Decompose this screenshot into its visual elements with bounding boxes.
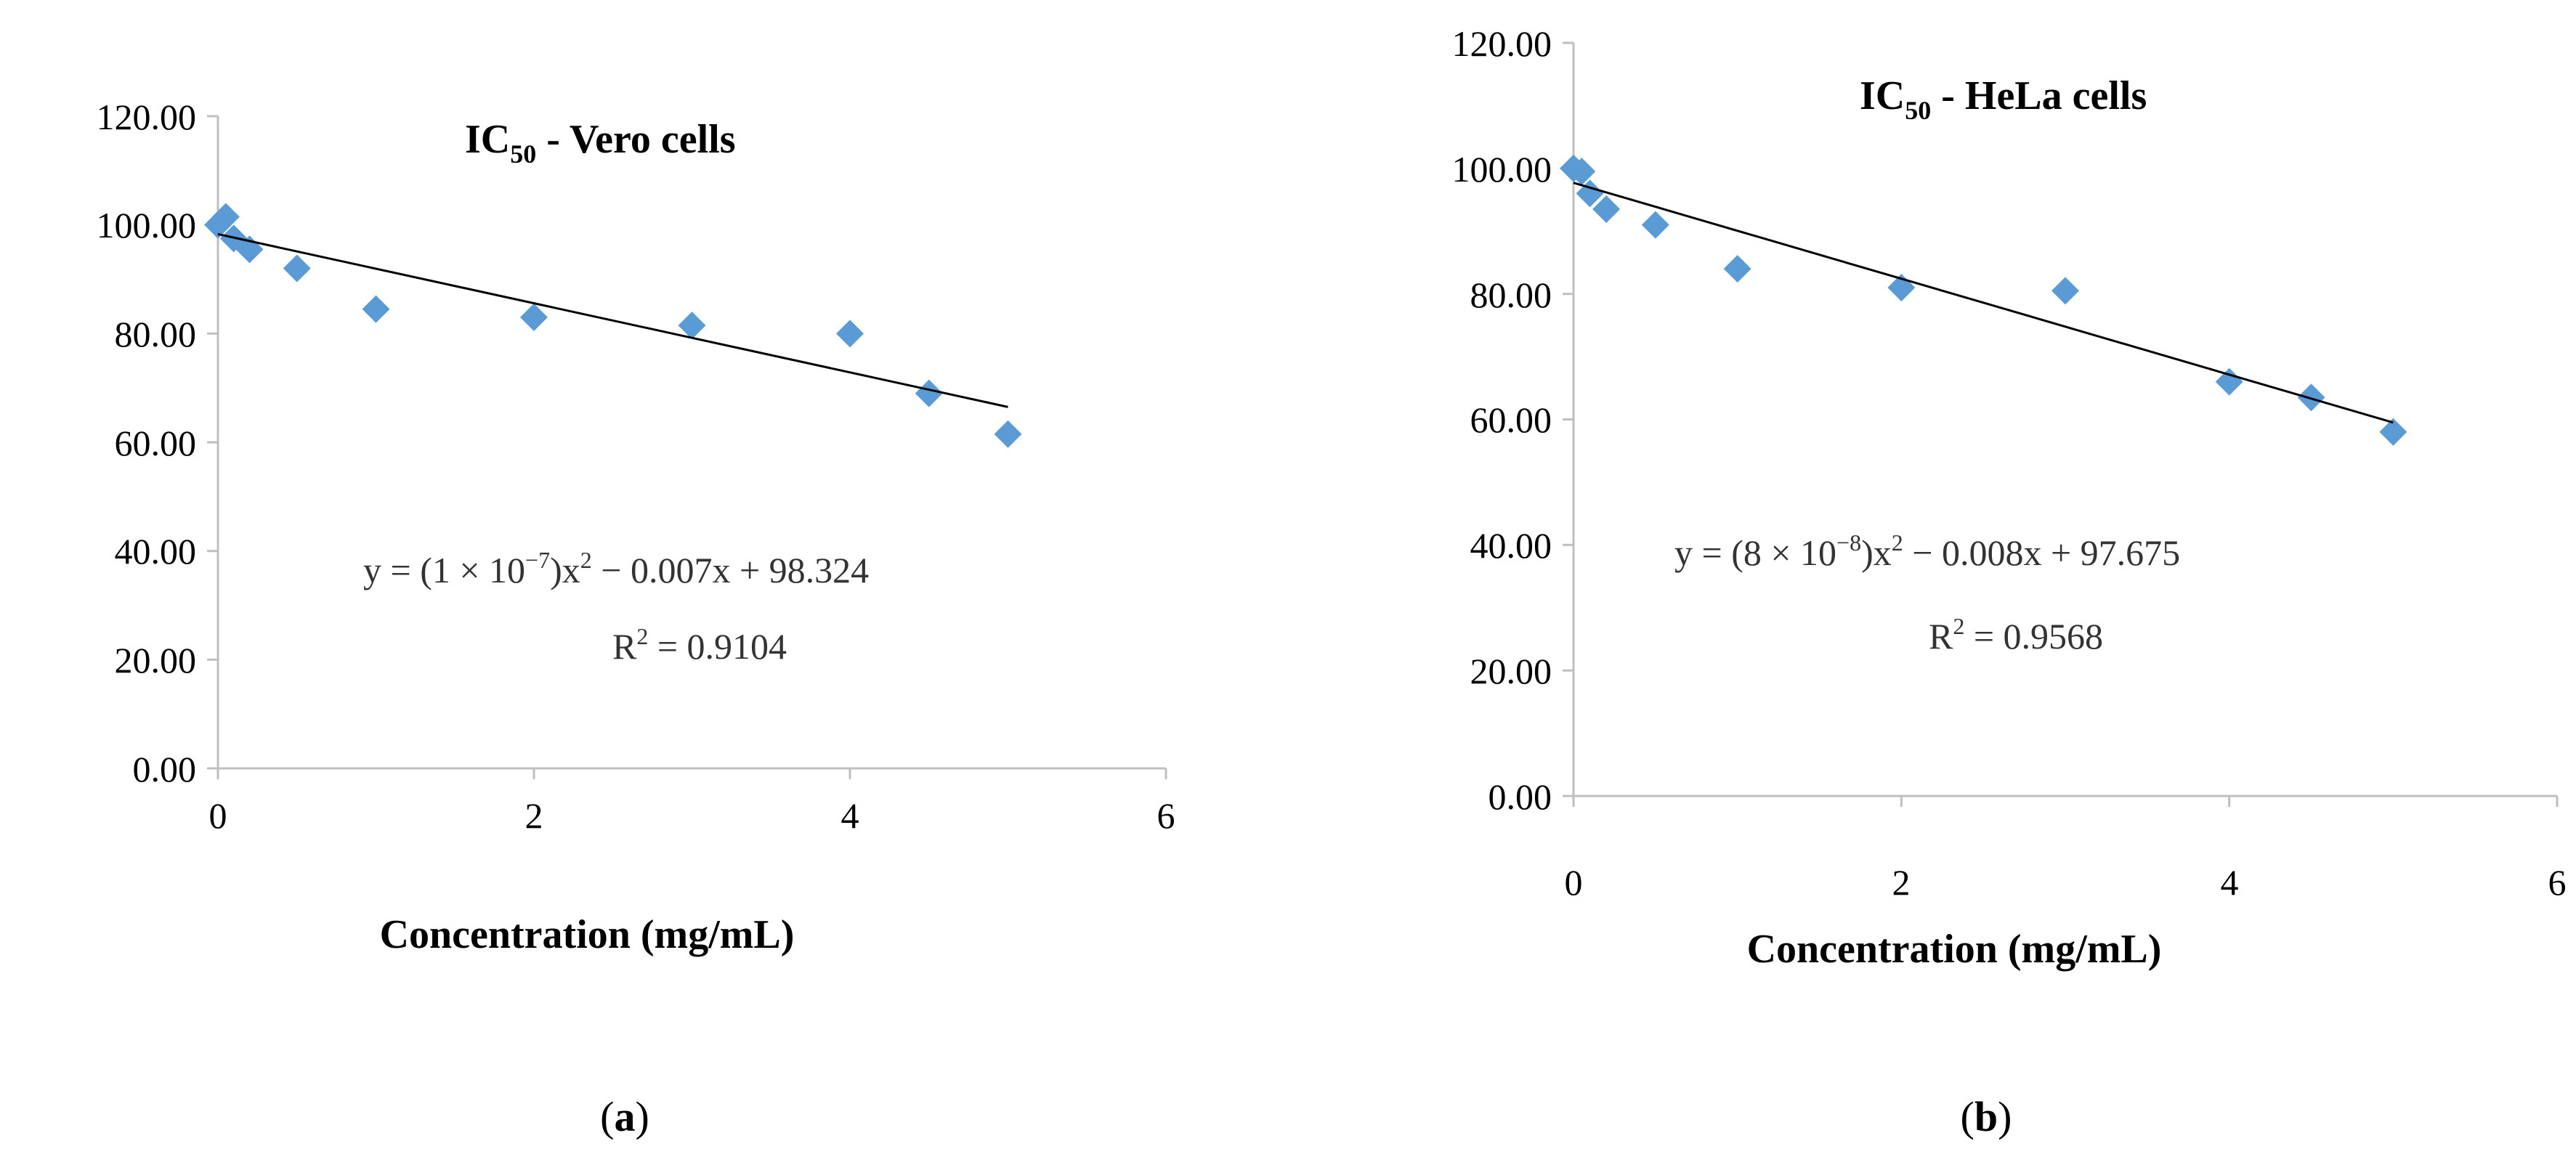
r-squared-label: R2 = 0.9568 xyxy=(1929,613,2103,657)
y-tick-label: 80.00 xyxy=(115,314,197,354)
caption-open: ( xyxy=(600,1093,614,1140)
y-tick-label: 0.00 xyxy=(133,749,197,789)
data-point xyxy=(211,203,240,231)
panel-caption: (a) xyxy=(600,1093,649,1140)
data-point xyxy=(2215,367,2243,396)
x-tick-label: 4 xyxy=(2221,862,2239,903)
chart-panel-vero: 0.00 20.00 40.00 60.00 80.00 100.00 120.… xyxy=(97,97,1175,1140)
x-tick-label: 4 xyxy=(841,795,859,836)
trendline xyxy=(217,232,1008,408)
y-tick-label: 100.00 xyxy=(97,205,197,245)
chart-title: IC50 - Vero cells xyxy=(465,117,736,168)
equation-lead: y = (8 × 10 xyxy=(1674,532,1836,573)
r-squared-lead: R xyxy=(612,626,637,667)
equation-tail: − 0.007x + 98.324 xyxy=(592,550,869,590)
x-tick-label: 6 xyxy=(1157,795,1175,836)
data-point xyxy=(915,379,943,407)
x-axis-title: Concentration (mg/mL) xyxy=(380,912,795,957)
caption-close: ) xyxy=(1998,1093,2012,1140)
y-tick-label: 40.00 xyxy=(1470,525,1552,566)
title-subscript: 50 xyxy=(510,139,536,168)
y-tick-label: 120.00 xyxy=(1452,23,1552,64)
r-squared-value: = 0.9568 xyxy=(1964,616,2103,657)
y-tick-label: 120.00 xyxy=(97,97,197,137)
plot-area xyxy=(1560,154,2407,446)
y-axis: 0.00 20.00 40.00 60.00 80.00 100.00 120.… xyxy=(1452,23,1575,817)
trendline xyxy=(1573,182,2394,424)
panel-caption: (b) xyxy=(1961,1093,2012,1140)
y-axis: 0.00 20.00 40.00 60.00 80.00 100.00 120.… xyxy=(97,97,219,789)
data-point xyxy=(1592,195,1621,224)
equation-mid: )x xyxy=(1861,532,1892,573)
r-squared-square: 2 xyxy=(1953,613,1964,639)
equation-tail: − 0.008x + 97.675 xyxy=(1903,532,2180,573)
chart-panel-hela: 0.00 20.00 40.00 60.00 80.00 100.00 120.… xyxy=(1452,23,2567,1140)
equation-square: 2 xyxy=(1892,529,1903,556)
equation-mid: )x xyxy=(550,550,580,590)
title-main: IC xyxy=(1860,73,1905,118)
trendline-equation: y = (8 × 10−8)x2 − 0.008x + 97.675 xyxy=(1674,529,2180,573)
r-squared-label: R2 = 0.9104 xyxy=(612,623,787,667)
data-point xyxy=(2052,277,2079,305)
data-point xyxy=(2379,418,2407,446)
equation-square: 2 xyxy=(580,547,592,573)
data-point xyxy=(1568,158,1596,186)
data-point xyxy=(362,295,390,323)
x-tick-label: 2 xyxy=(1892,862,1911,903)
caption-letter: b xyxy=(1974,1093,1998,1140)
title-main: IC xyxy=(465,117,510,162)
data-point xyxy=(994,420,1022,448)
title-subscript: 50 xyxy=(1905,96,1931,125)
x-tick-label: 0 xyxy=(1565,862,1583,903)
x-tick-label: 6 xyxy=(2548,862,2567,903)
title-rest: - Vero cells xyxy=(536,117,735,162)
data-point xyxy=(283,254,311,283)
x-tick-label: 2 xyxy=(525,795,543,836)
equation-exponent: −7 xyxy=(525,547,550,573)
equation-lead: y = (1 × 10 xyxy=(363,550,525,590)
y-tick-label: 60.00 xyxy=(115,423,197,463)
trendline-equation: y = (1 × 10−7)x2 − 0.007x + 98.324 xyxy=(363,547,869,590)
y-tick-label: 40.00 xyxy=(115,531,197,572)
title-rest: - HeLa cells xyxy=(1931,73,2147,118)
data-point xyxy=(520,303,548,331)
equation-exponent: −8 xyxy=(1836,529,1861,556)
y-tick-label: 100.00 xyxy=(1452,149,1552,190)
data-point xyxy=(678,312,706,340)
data-point xyxy=(1723,255,1751,283)
x-tick-label: 0 xyxy=(209,795,227,836)
caption-letter: a xyxy=(615,1093,636,1140)
data-point xyxy=(836,320,864,348)
y-tick-label: 60.00 xyxy=(1470,399,1552,440)
caption-open: ( xyxy=(1961,1093,1974,1140)
caption-close: ) xyxy=(636,1093,649,1140)
r-squared-value: = 0.9104 xyxy=(648,626,787,667)
y-tick-label: 0.00 xyxy=(1489,776,1552,817)
plot-area xyxy=(204,203,1022,448)
r-squared-square: 2 xyxy=(636,623,648,649)
y-tick-label: 20.00 xyxy=(1470,651,1552,691)
x-axis: 0 2 4 6 xyxy=(1565,795,2567,903)
y-tick-label: 80.00 xyxy=(1470,275,1552,315)
y-tick-label: 20.00 xyxy=(115,640,197,681)
x-axis: 0 2 4 6 xyxy=(209,767,1175,836)
x-axis-title: Concentration (mg/mL) xyxy=(1747,927,2162,972)
chart-title: IC50 - HeLa cells xyxy=(1860,73,2147,125)
data-point xyxy=(1641,211,1669,239)
r-squared-lead: R xyxy=(1929,616,1953,657)
